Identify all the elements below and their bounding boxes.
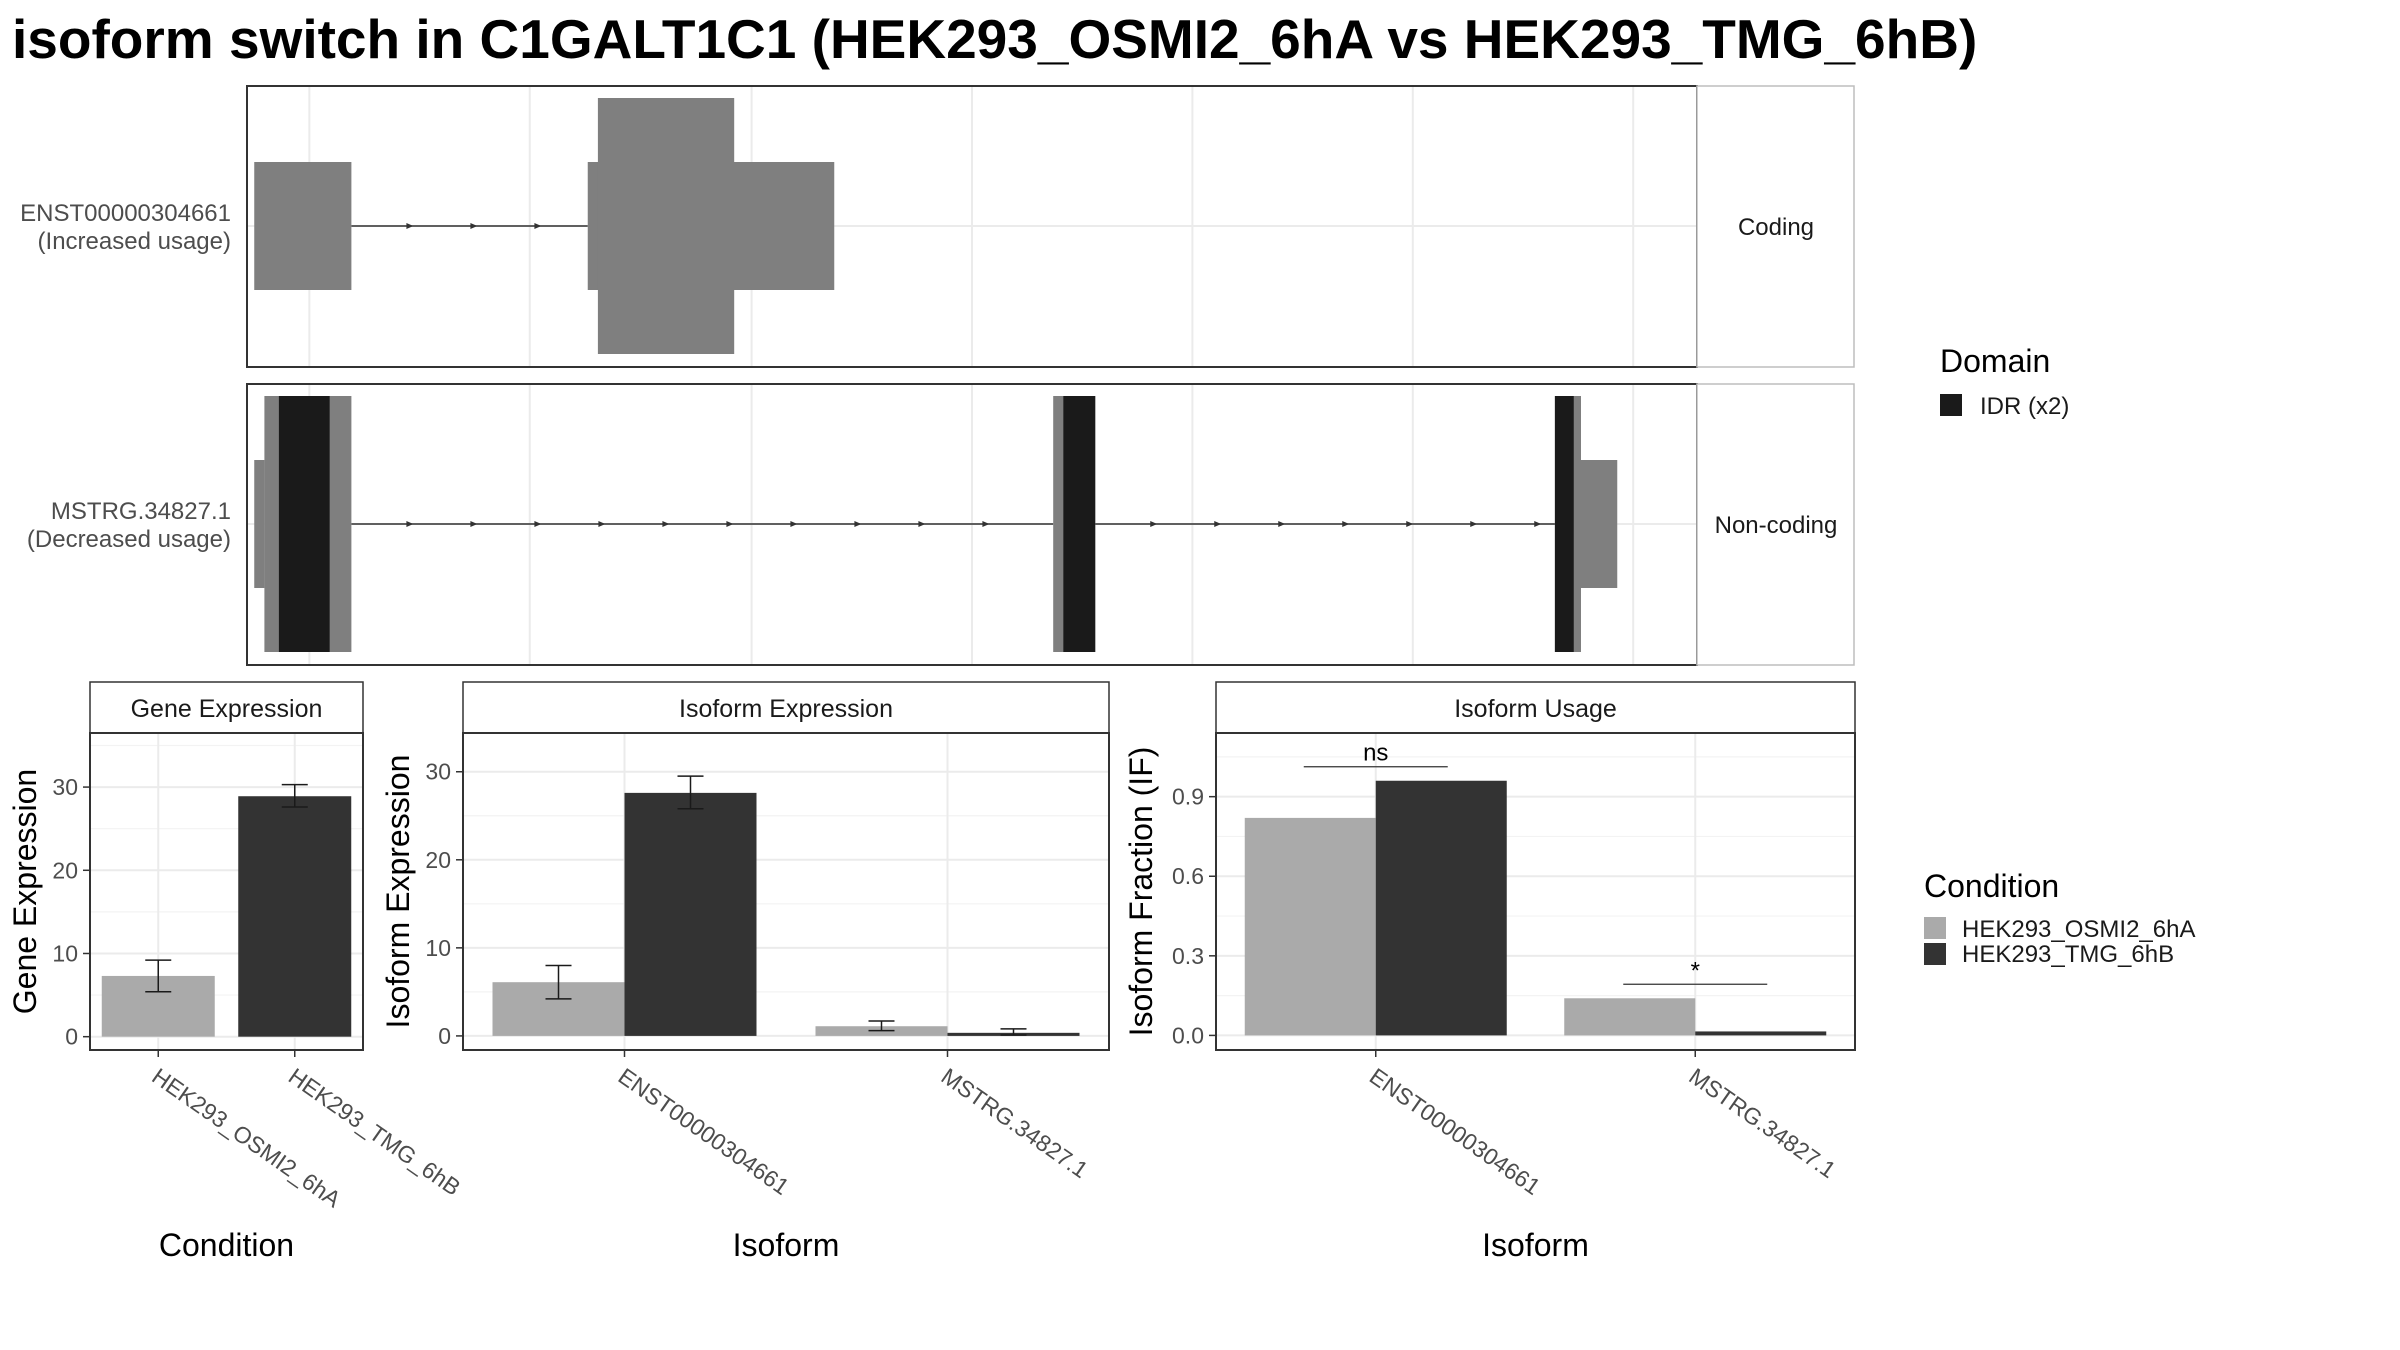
transcript-structure-2	[254, 396, 1618, 652]
bar	[1244, 817, 1376, 1036]
x-tick-label: ENST00000304661	[1365, 1063, 1545, 1200]
exon-utr	[254, 460, 265, 588]
y-axis-title: Isoform Fraction (IF)	[1123, 747, 1159, 1037]
chart-panel-3: Isoform Usage ns * 0.0 0.3 0.6 0.9 Isoform Frac…	[1123, 681, 1856, 1263]
chart-title: Gene Expression	[131, 695, 323, 723]
domain-legend-label: IDR (x2)	[1980, 393, 2069, 420]
transcript-usage-note-1: (Increased usage)	[38, 228, 231, 255]
plot-border	[89, 732, 364, 1051]
error-bar	[545, 964, 572, 1000]
domain-idr	[1554, 396, 1574, 652]
significance-label: *	[1691, 957, 1700, 984]
condition-legend-swatch-a	[1924, 917, 1946, 939]
strand-arrow	[1150, 521, 1158, 527]
transcript-type-strip-1	[1696, 85, 1855, 368]
strand-arrow	[1534, 521, 1542, 527]
bar	[624, 792, 757, 1036]
y-tick-label: 0	[65, 1024, 78, 1050]
x-axis-title: Condition	[159, 1227, 294, 1263]
chart-title: Isoform Expression	[679, 695, 893, 723]
x-axis-title: Isoform	[733, 1227, 840, 1263]
y-tick-label: 0	[438, 1023, 451, 1049]
bar	[1695, 1031, 1827, 1036]
y-tick-label: 20	[425, 847, 451, 873]
exon-utr	[1581, 460, 1618, 588]
strand-arrow	[470, 521, 478, 527]
condition-legend-label-b: HEK293_TMG_6hB	[1962, 941, 2174, 968]
x-axis-title: Isoform	[1482, 1227, 1589, 1263]
x-tick-label: MSTRG.34827.1	[1684, 1063, 1840, 1183]
domain-idr	[278, 396, 330, 652]
y-tick-label: 0.3	[1172, 943, 1204, 969]
y-axis-title: Gene Expression	[7, 769, 43, 1014]
strand-arrow	[854, 521, 862, 527]
error-bar	[281, 783, 308, 808]
transcript-id-2: MSTRG.34827.1	[51, 498, 231, 525]
strand-arrow	[918, 521, 926, 527]
y-tick-label: 0.6	[1172, 863, 1204, 889]
y-tick-label: 10	[425, 935, 451, 961]
chart-panel-2: Isoform Expression 0 10 20 30 Isoform Express…	[380, 681, 1110, 1263]
chart-title: Isoform Usage	[1454, 695, 1617, 723]
error-bar	[1000, 1028, 1027, 1036]
error-bar	[145, 959, 172, 993]
strand-arrow	[1406, 521, 1414, 527]
y-tick-label: 0.0	[1172, 1022, 1204, 1048]
exon-utr	[254, 162, 352, 290]
y-tick-label: 20	[52, 857, 78, 883]
transcript-type-strip-2	[1696, 383, 1855, 666]
strand-arrow	[406, 521, 414, 527]
strand-arrow	[726, 521, 734, 527]
y-tick-label: 30	[425, 759, 451, 785]
significance-label: ns	[1363, 740, 1388, 767]
strand-arrow	[982, 521, 990, 527]
strand-arrow	[534, 521, 542, 527]
strand-arrow	[534, 223, 542, 229]
domain-legend-swatch	[1940, 394, 1962, 416]
x-tick-label: MSTRG.34827.1	[937, 1063, 1093, 1183]
strand-arrow	[1278, 521, 1286, 527]
bar	[1375, 780, 1507, 1036]
strand-arrow	[598, 521, 606, 527]
domain-idr	[1063, 396, 1096, 652]
y-axis-title: Isoform Expression	[380, 755, 416, 1029]
strand-arrow	[1214, 521, 1222, 527]
strand-arrow	[790, 521, 798, 527]
y-tick-label: 30	[52, 774, 78, 800]
exon-cds	[597, 98, 735, 354]
condition-legend-title: Condition	[1924, 868, 2059, 904]
y-tick-label: 10	[52, 940, 78, 966]
error-bar	[868, 1020, 895, 1032]
strand-arrow	[406, 223, 414, 229]
strand-arrow	[470, 223, 478, 229]
x-tick-label: ENST00000304661	[614, 1063, 794, 1200]
transcript-id-1: ENST00000304661	[20, 200, 231, 227]
plot-border	[1215, 732, 1856, 1051]
transcript-structure-plot: ENST00000304661 (Increased usage) Coding…	[20, 85, 1855, 666]
chart-strip	[1215, 681, 1856, 734]
transcript-structure-1	[254, 98, 835, 354]
condition-legend: Condition HEK293_OSMI2_6hA HEK293_TMG_6h…	[1924, 868, 2195, 968]
condition-legend-swatch-b	[1924, 943, 1946, 965]
plot-border	[462, 732, 1110, 1051]
strand-arrow	[662, 521, 670, 527]
bar	[238, 796, 352, 1037]
chart-strip	[89, 681, 364, 734]
strand-arrow	[1470, 521, 1478, 527]
strand-arrow	[1342, 521, 1350, 527]
bar	[1564, 998, 1696, 1036]
domain-legend: Domain IDR (x2)	[1940, 343, 2069, 420]
transcript-usage-note-2: (Decreased usage)	[27, 526, 231, 553]
error-bar	[677, 775, 704, 810]
page-title: isoform switch in C1GALT1C1 (HEK293_OSMI…	[12, 8, 1977, 70]
transcript-type-label-2: Non-coding	[1715, 512, 1838, 539]
chart-strip	[462, 681, 1110, 734]
y-tick-label: 0.9	[1172, 784, 1204, 810]
domain-legend-title: Domain	[1940, 343, 2050, 379]
transcript-type-label-1: Coding	[1738, 214, 1814, 241]
condition-legend-label-a: HEK293_OSMI2_6hA	[1962, 916, 2195, 943]
